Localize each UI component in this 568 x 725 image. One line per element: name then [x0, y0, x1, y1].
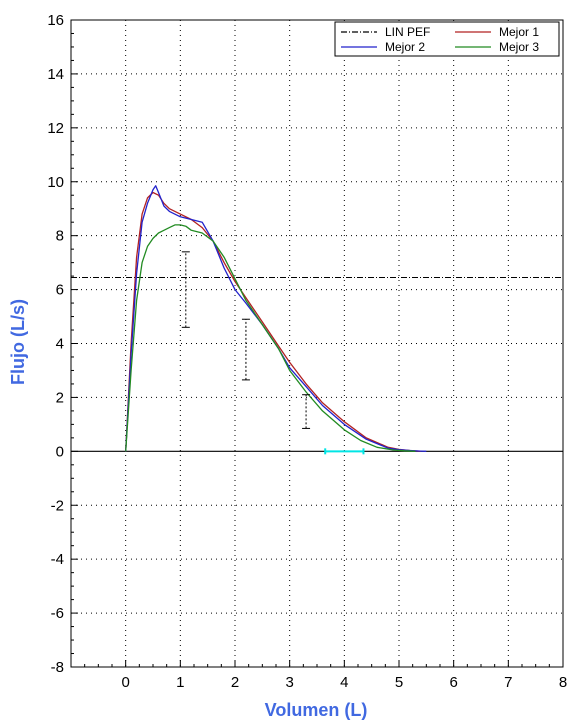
legend-label-mejor-1: Mejor 1 — [499, 25, 539, 39]
x-tick-label: 6 — [449, 674, 457, 691]
y-tick-label: 2 — [56, 389, 64, 406]
series-line-mejor-1 — [125, 191, 421, 452]
y-tick-label: 10 — [47, 174, 64, 191]
y-tick-label: 14 — [47, 66, 64, 83]
x-tick-label: 5 — [395, 674, 403, 691]
x-tick-label: 8 — [559, 674, 567, 691]
y-tick-label: -6 — [51, 605, 64, 622]
y-tick-label: 4 — [56, 336, 64, 353]
marker-layer — [181, 251, 365, 455]
series-line-mejor-2 — [125, 185, 427, 452]
x-axis-title: Volumen (L) — [265, 700, 368, 720]
x-tick-label: 7 — [504, 674, 512, 691]
x-tick-label: 1 — [176, 674, 184, 691]
y-tick-label: -8 — [51, 659, 64, 676]
x-tick-label: 0 — [121, 674, 129, 691]
x-tick-label: 3 — [285, 674, 293, 691]
grid-layer — [71, 20, 563, 667]
legend-label-mejor-2: Mejor 2 — [385, 40, 425, 54]
series-line-mejor-3 — [125, 224, 416, 452]
x-tick-label: 4 — [340, 674, 348, 691]
series-layer — [71, 185, 563, 452]
legend-box — [334, 21, 560, 57]
legend-label-lin-pef: LIN PEF — [385, 25, 430, 39]
y-tick-label: -2 — [51, 497, 64, 514]
legend-label-mejor-3: Mejor 3 — [499, 40, 539, 54]
y-axis-title: Flujo (L/s) — [8, 299, 28, 385]
y-tick-label: 16 — [47, 12, 64, 29]
y-tick-label: 6 — [56, 282, 64, 299]
y-tick-label: -4 — [51, 551, 64, 568]
y-tick-label: 12 — [47, 120, 64, 137]
y-tick-label: 0 — [56, 443, 64, 460]
y-tick-label: 8 — [56, 228, 64, 245]
x-tick-label: 2 — [231, 674, 239, 691]
legend: LIN PEF Mejor 1 Mejor 2 Mejor 3 — [334, 21, 560, 57]
